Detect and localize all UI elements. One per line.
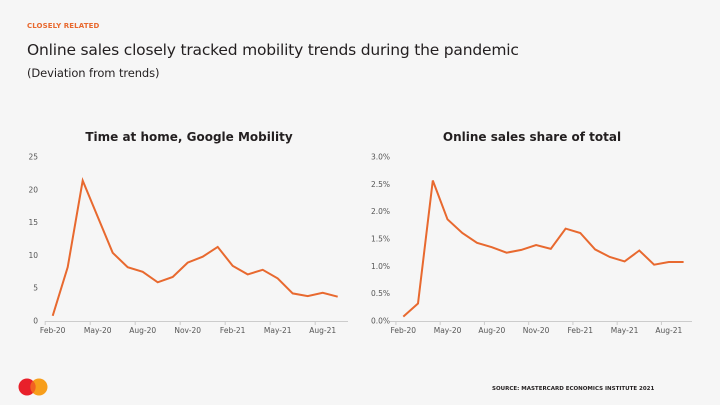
y-tick-label: 0.5%	[371, 289, 390, 298]
x-tick-label: Aug-20	[129, 326, 156, 335]
section-kicker: CLOSELY RELATED	[27, 22, 100, 30]
x-tick-label: Nov-20	[174, 326, 201, 335]
y-tick-label: 25	[28, 153, 38, 162]
y-tick-label: 15	[28, 218, 38, 227]
series-line	[402, 180, 684, 318]
x-tick-label: Feb-20	[40, 326, 66, 335]
logo-red-circle	[18, 378, 36, 396]
y-tick-label: 20	[28, 185, 38, 194]
y-tick-label: 3.0%	[371, 153, 390, 162]
x-tick-label: Aug-20	[478, 326, 505, 335]
source-note: SOURCE: MASTERCARD ECONOMICS INSTITUTE 2…	[492, 386, 655, 392]
series-line	[51, 177, 338, 317]
logo-overlap	[30, 380, 36, 394]
y-tick-label: 2.5%	[371, 180, 390, 189]
x-tick-label: May-21	[264, 326, 292, 335]
chart-time-at-home: Time at home, Google Mobility 0 5 10 15 20 25 F…	[28, 130, 348, 335]
page-title: Online sales closely tracked mobility tr…	[27, 41, 519, 59]
y-tick-label: 0.0%	[371, 317, 390, 326]
x-tick-label: Feb-21	[220, 326, 246, 335]
chart-title: Online sales share of total	[443, 130, 621, 144]
x-tick-label: Nov-20	[523, 326, 550, 335]
chart-title: Time at home, Google Mobility	[85, 130, 293, 144]
y-tick-label: 2.0%	[371, 207, 390, 216]
page-subtitle: (Deviation from trends)	[27, 66, 160, 80]
y-tick-label: 1.0%	[371, 262, 390, 271]
x-tick-label: May-21	[611, 326, 639, 335]
logo-orange-circle	[30, 378, 48, 396]
chart-online-sales-share: Online sales share of total 0.0% 0.5% 1.0% 1…	[371, 130, 692, 335]
x-tick-label: Feb-21	[568, 326, 594, 335]
y-tick-label: 1.5%	[371, 235, 390, 244]
x-tick-label: May-20	[84, 326, 112, 335]
y-tick-label: 5	[33, 284, 38, 293]
x-tick-label: Aug-21	[655, 326, 682, 335]
x-tick-label: May-20	[434, 326, 462, 335]
y-tick-label: 0	[33, 317, 38, 326]
x-tick-label: Feb-20	[391, 326, 417, 335]
x-tick-label: Aug-21	[309, 326, 336, 335]
y-tick-label: 10	[28, 251, 38, 260]
mastercard-logo-icon	[18, 378, 48, 396]
